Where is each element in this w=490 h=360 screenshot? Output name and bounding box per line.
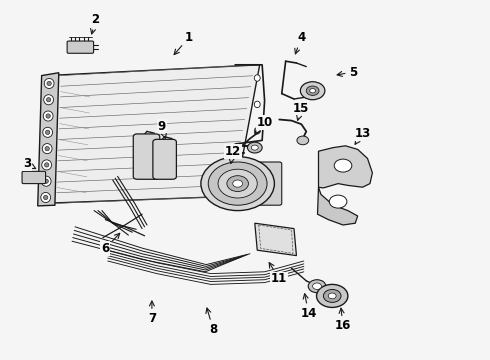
Circle shape <box>328 293 336 299</box>
Text: 16: 16 <box>335 308 351 332</box>
Ellipse shape <box>254 101 260 108</box>
Circle shape <box>227 176 248 192</box>
Ellipse shape <box>43 127 52 138</box>
Ellipse shape <box>46 114 50 118</box>
Circle shape <box>251 145 258 150</box>
Circle shape <box>310 89 316 93</box>
Text: 9: 9 <box>158 120 167 138</box>
Text: 10: 10 <box>255 116 273 134</box>
Circle shape <box>233 180 243 187</box>
Polygon shape <box>38 73 59 206</box>
FancyBboxPatch shape <box>133 134 160 179</box>
Circle shape <box>247 142 262 153</box>
Ellipse shape <box>42 160 51 170</box>
Circle shape <box>317 284 348 307</box>
Text: 5: 5 <box>337 66 357 78</box>
Text: 11: 11 <box>269 263 288 285</box>
Circle shape <box>323 289 341 302</box>
Polygon shape <box>318 146 372 188</box>
Text: 12: 12 <box>224 145 241 163</box>
Ellipse shape <box>44 179 49 183</box>
FancyBboxPatch shape <box>67 41 94 53</box>
Ellipse shape <box>42 144 52 154</box>
Ellipse shape <box>41 176 51 186</box>
Text: 15: 15 <box>293 102 310 120</box>
Circle shape <box>297 136 309 145</box>
Circle shape <box>208 162 267 205</box>
FancyBboxPatch shape <box>22 171 46 184</box>
Text: 2: 2 <box>91 13 99 34</box>
Polygon shape <box>255 223 296 256</box>
Ellipse shape <box>254 127 260 134</box>
Circle shape <box>329 195 347 208</box>
Circle shape <box>201 157 274 211</box>
Polygon shape <box>318 187 358 225</box>
Text: 1: 1 <box>174 31 193 55</box>
Ellipse shape <box>41 193 50 203</box>
Ellipse shape <box>44 78 54 89</box>
Ellipse shape <box>44 95 53 105</box>
Circle shape <box>334 159 352 172</box>
Text: 13: 13 <box>354 127 371 144</box>
Ellipse shape <box>44 195 48 200</box>
Circle shape <box>306 86 319 95</box>
Text: 7: 7 <box>148 301 156 325</box>
Text: 4: 4 <box>295 31 305 54</box>
Ellipse shape <box>254 75 260 81</box>
Text: 6: 6 <box>101 233 120 255</box>
FancyBboxPatch shape <box>153 139 176 179</box>
FancyBboxPatch shape <box>245 162 282 205</box>
Ellipse shape <box>45 147 49 151</box>
Text: 8: 8 <box>206 308 217 336</box>
Text: 3: 3 <box>23 157 36 170</box>
Ellipse shape <box>47 98 51 102</box>
Circle shape <box>308 280 326 293</box>
Ellipse shape <box>46 130 50 135</box>
Circle shape <box>300 82 325 100</box>
Circle shape <box>313 283 321 289</box>
Ellipse shape <box>45 163 49 167</box>
Ellipse shape <box>43 111 53 121</box>
Text: 14: 14 <box>300 294 317 320</box>
Ellipse shape <box>47 81 51 86</box>
Circle shape <box>218 169 257 198</box>
Polygon shape <box>42 65 260 203</box>
